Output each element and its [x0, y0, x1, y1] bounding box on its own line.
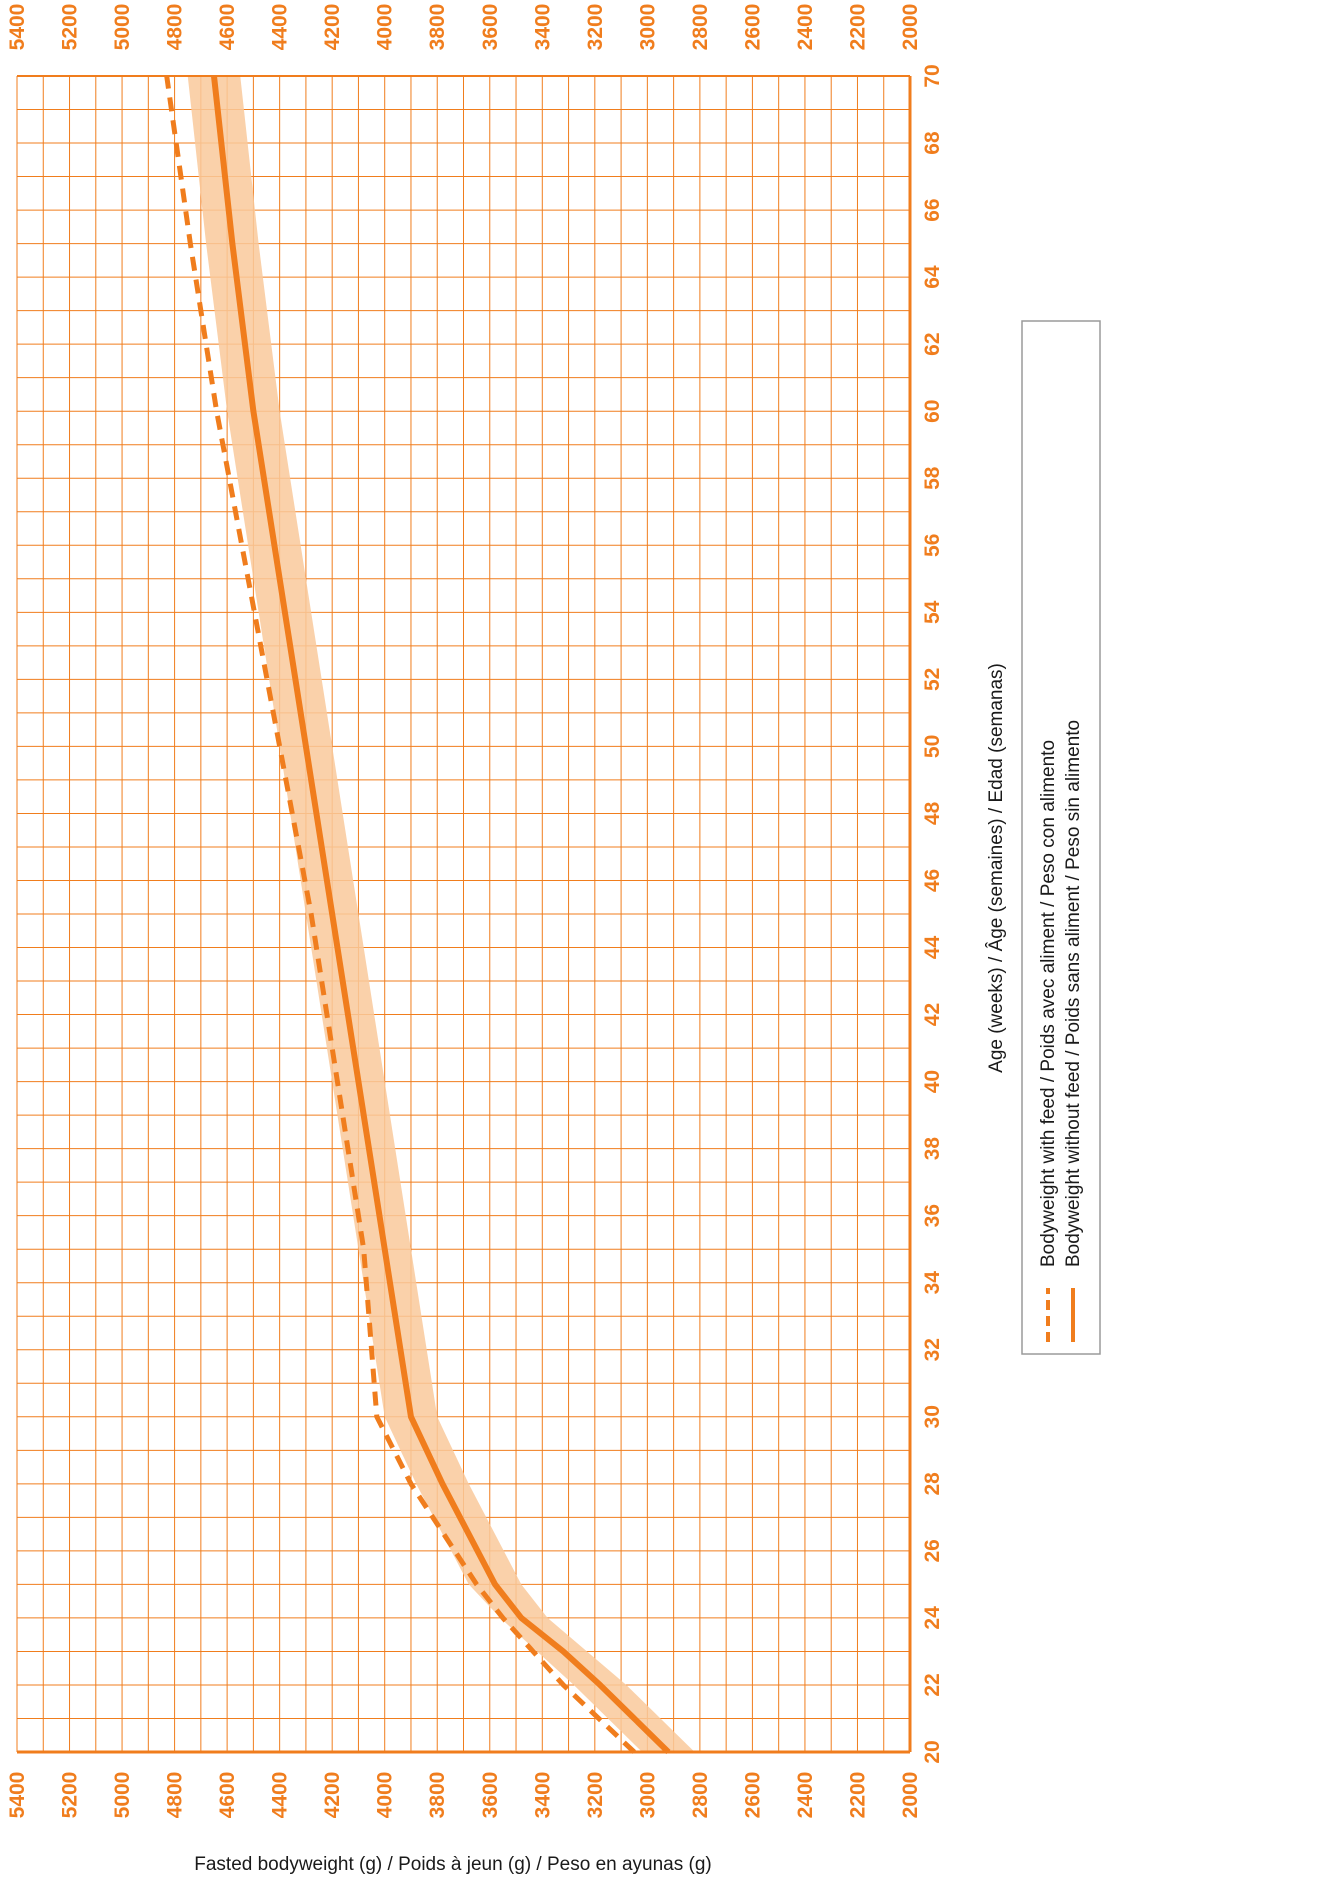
x-axis-title: Age (weeks) / Âge (semaines) / Edad (sem…: [985, 663, 1007, 1073]
age-tick-label: 56: [921, 534, 944, 557]
weight-tick-label-bottom: 2000: [899, 1772, 922, 1819]
age-tick-label: 54: [921, 600, 944, 624]
weight-tick-label-top: 5000: [111, 4, 134, 51]
age-tick-label: 40: [921, 1070, 944, 1093]
age-tick-label: 70: [921, 64, 944, 87]
age-tick-label: 26: [921, 1539, 944, 1562]
tick-labels: 20 22 24 26 28 30 32 34 36 38 40 42 44 46 48 50 52 54 56 58…: [6, 4, 944, 1819]
weight-range-band-layer: [187, 76, 695, 1752]
age-tick-label: 22: [921, 1673, 944, 1696]
age-tick-label: 66: [921, 198, 944, 221]
weight-tick-label-top: 4800: [164, 4, 187, 51]
age-tick-label: 38: [921, 1137, 944, 1161]
weight-tick-label-bottom: 5400: [6, 1772, 29, 1819]
weight-tick-label-top: 3400: [531, 4, 554, 51]
age-tick-label: 36: [921, 1204, 944, 1227]
weight-tick-label-bottom: 2800: [689, 1772, 712, 1819]
age-tick-label: 24: [921, 1606, 944, 1630]
age-tick-label: 46: [921, 869, 944, 892]
weight-tick-label-bottom: 4800: [164, 1772, 187, 1819]
weight-tick-label-top: 2600: [741, 4, 764, 51]
age-tick-label: 20: [921, 1740, 944, 1763]
weight-tick-label-bottom: 3200: [584, 1772, 607, 1819]
age-tick-label: 62: [921, 332, 944, 355]
age-tick-label: 30: [921, 1405, 944, 1428]
age-tick-label: 28: [921, 1472, 944, 1496]
weight-tick-label-top: 2200: [846, 4, 869, 51]
series-layer: [164, 75, 671, 1755]
weight-tick-label-top: 2400: [794, 4, 817, 51]
weight-tick-label-bottom: 3000: [636, 1772, 659, 1819]
weight-tick-label-bottom: 2200: [846, 1772, 869, 1819]
series-line-with-feed: [164, 75, 636, 1754]
legend-box: [1021, 320, 1101, 1355]
legend-label-without-feed: Bodyweight without feed / Poids sans ali…: [1063, 720, 1084, 1267]
age-tick-label: 44: [921, 936, 944, 960]
y-axis-title: Fasted bodyweight (g) / Poids à jeun (g)…: [194, 1854, 712, 1875]
weight-tick-label-top: 5200: [59, 4, 82, 51]
legend-label-with-feed: Bodyweight with feed / Poids avec alimen…: [1038, 740, 1059, 1267]
weight-tick-label-bottom: 3800: [426, 1772, 449, 1819]
weight-tick-label-bottom: 3600: [479, 1772, 502, 1819]
axes: [16, 75, 912, 1754]
age-tick-label: 42: [921, 1003, 944, 1026]
age-tick-label: 60: [921, 400, 944, 423]
weight-tick-label-top: 3800: [426, 4, 449, 51]
age-tick-label: 32: [921, 1338, 944, 1361]
weight-tick-label-top: 5400: [6, 4, 29, 51]
weight-tick-label-bottom: 4600: [216, 1772, 239, 1819]
weight-tick-label-bottom: 2400: [794, 1772, 817, 1819]
age-tick-label: 52: [921, 668, 944, 691]
weight-tick-label-bottom: 4000: [374, 1772, 397, 1819]
weight-tick-label-bottom: 2600: [741, 1772, 764, 1819]
weight-tick-label-top: 4600: [216, 4, 239, 51]
weight-range-band: [187, 76, 695, 1752]
age-tick-label: 64: [921, 265, 944, 289]
weight-tick-label-top: 4000: [374, 4, 397, 51]
weight-tick-label-top: 4200: [321, 4, 344, 51]
weight-tick-label-bottom: 4200: [321, 1772, 344, 1819]
weight-tick-label-top: 3000: [636, 4, 659, 51]
legend: Bodyweight with feed / Poids avec alimen…: [1021, 320, 1101, 1355]
weight-tick-label-bottom: 3400: [531, 1772, 554, 1819]
weight-tick-label-top: 2000: [899, 4, 922, 51]
weight-tick-label-top: 4400: [269, 4, 292, 51]
age-tick-label: 50: [921, 735, 944, 758]
weight-tick-label-bottom: 5200: [59, 1772, 82, 1819]
age-tick-label: 58: [921, 466, 944, 490]
age-tick-label: 48: [921, 801, 944, 825]
weight-tick-label-top: 3600: [479, 4, 502, 51]
weight-tick-label-bottom: 5000: [111, 1772, 134, 1819]
age-tick-label: 34: [921, 1271, 944, 1295]
weight-tick-label-top: 3200: [584, 4, 607, 51]
weight-tick-label-bottom: 4400: [269, 1772, 292, 1819]
series-line-without-feed: [211, 75, 671, 1755]
weight-tick-label-top: 2800: [689, 4, 712, 51]
age-tick-label: 68: [921, 131, 944, 155]
